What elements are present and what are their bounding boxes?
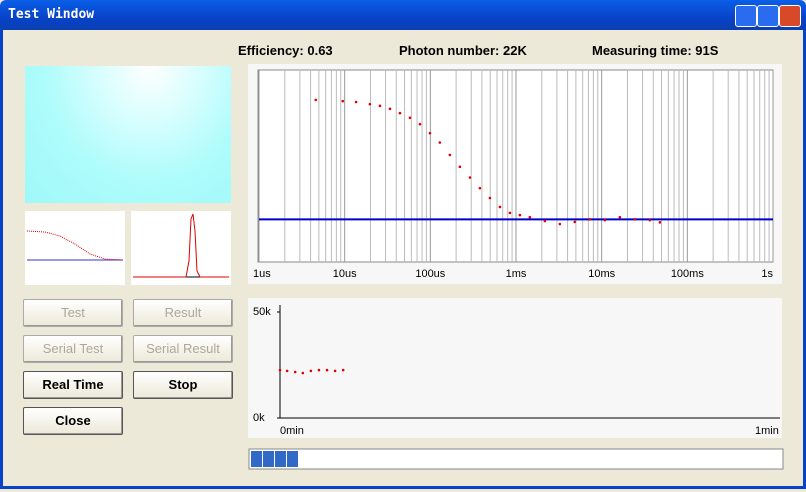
data-point xyxy=(478,186,482,190)
x-tick-label: 1ms xyxy=(506,268,527,280)
thumbnail-histogram xyxy=(131,211,231,285)
data-point xyxy=(658,221,662,224)
data-point xyxy=(341,368,345,372)
button[interactable]: Stop xyxy=(133,371,233,399)
data-point xyxy=(648,218,652,222)
data-point xyxy=(508,211,512,215)
data-point xyxy=(301,371,305,375)
progress-block xyxy=(251,451,262,467)
data-point xyxy=(618,215,622,219)
x-tick-label: 1s xyxy=(761,268,773,280)
button: Test xyxy=(23,299,123,327)
data-point xyxy=(438,141,442,144)
x-tick-label: 100us xyxy=(415,268,445,280)
thumbnail-correlation xyxy=(25,211,125,285)
button[interactable]: Real Time xyxy=(23,371,123,399)
data-point xyxy=(398,111,402,115)
window-title: Test Window xyxy=(8,7,95,22)
data-point xyxy=(498,205,502,209)
data-point xyxy=(428,131,432,135)
data-point xyxy=(488,196,492,200)
camera-image xyxy=(25,66,231,203)
data-point xyxy=(293,370,297,374)
x-tick-label: 10us xyxy=(333,268,357,280)
progress-block xyxy=(287,451,298,467)
x-tick-label: 10ms xyxy=(588,268,615,280)
data-point xyxy=(468,176,472,179)
data-point xyxy=(633,218,637,221)
data-point xyxy=(448,153,452,157)
data-point xyxy=(285,369,289,373)
data-point xyxy=(573,220,577,224)
progress-block xyxy=(275,451,286,467)
button: Serial Result xyxy=(133,335,233,363)
data-point xyxy=(325,368,329,372)
button[interactable]: Close xyxy=(23,407,123,435)
x-tick-label: 1min xyxy=(755,425,779,437)
data-point xyxy=(278,368,282,372)
y-tick-label: 50k xyxy=(253,306,271,318)
data-point xyxy=(408,116,412,120)
data-point xyxy=(603,218,607,222)
data-point xyxy=(558,222,562,226)
data-point xyxy=(333,369,337,373)
data-point xyxy=(588,218,592,221)
data-point xyxy=(309,369,313,373)
data-point xyxy=(528,215,532,219)
x-tick-label: 1us xyxy=(253,268,271,280)
minimize-button[interactable] xyxy=(735,5,757,27)
data-point xyxy=(354,100,358,104)
maximize-button[interactable] xyxy=(757,5,779,27)
data-point xyxy=(458,165,462,169)
photon-number: Photon number: 22K xyxy=(399,43,527,58)
button: Result xyxy=(133,299,233,327)
x-tick-label: 100ms xyxy=(671,268,705,280)
data-point xyxy=(368,102,372,106)
data-point xyxy=(418,122,422,126)
x-tick-label: 0min xyxy=(280,425,304,437)
close-window-button[interactable] xyxy=(779,5,801,27)
y-tick-label: 0k xyxy=(253,412,265,424)
data-point xyxy=(518,213,522,217)
data-point xyxy=(543,219,547,223)
title-bar: Test Window xyxy=(0,0,806,30)
data-point xyxy=(388,107,392,111)
data-point xyxy=(314,98,318,102)
measuring-time: Measuring time: 91S xyxy=(592,43,719,58)
progress-block xyxy=(263,451,274,467)
window-frame xyxy=(0,30,806,489)
data-point xyxy=(317,368,321,372)
efficiency: Efficiency: 0.63 xyxy=(238,43,333,58)
data-point xyxy=(341,99,345,103)
data-point xyxy=(378,104,382,108)
button: Serial Test xyxy=(23,335,123,363)
